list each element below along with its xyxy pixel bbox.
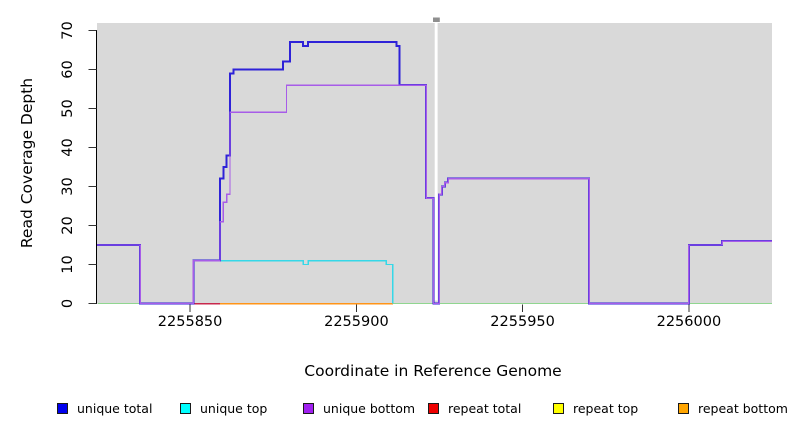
x-tick-label: 2256000	[657, 314, 722, 330]
y-tick-label: 30	[60, 177, 76, 195]
x-tick-label: 2255950	[490, 314, 555, 330]
legend-swatch	[303, 402, 314, 414]
legend-label: unique top	[200, 400, 268, 416]
legend-swatch	[180, 402, 191, 414]
legend-label: unique total	[77, 400, 153, 416]
legend-item-repeat-top: repeat top	[553, 399, 638, 417]
legend-label: repeat total	[448, 400, 522, 416]
legend-item-unique-total: unique total	[57, 399, 152, 417]
series-line-unique-top	[192, 259, 394, 304]
legend-label: repeat bottom	[698, 400, 788, 416]
y-tick-label: 40	[60, 138, 76, 156]
y-tick-label: 0	[60, 299, 76, 308]
legend-swatch	[57, 402, 68, 414]
legend-item-unique-top: unique top	[180, 399, 267, 417]
legend-item-repeat-bottom: repeat bottom	[678, 399, 788, 417]
chart-legend: unique total unique top unique bottom repea…	[0, 399, 792, 421]
gap-band	[434, 22, 438, 301]
axis-break-marker	[433, 17, 440, 22]
legend-swatch	[678, 402, 689, 414]
y-tick-label: 10	[60, 255, 76, 273]
legend-swatch	[553, 402, 564, 414]
y-tick-label: 60	[60, 60, 76, 78]
y-tick-label: 70	[60, 21, 76, 39]
series-line-unique-bottom	[97, 84, 772, 305]
x-tick-label: 2255900	[324, 314, 389, 330]
y-tick-label: 20	[60, 216, 76, 234]
x-axis-title: Coordinate in Reference Genome	[304, 362, 562, 380]
y-axis-title: Read Coverage Depth	[18, 77, 36, 249]
legend-label: repeat top	[573, 400, 639, 416]
legend-item-unique-bottom: unique bottom	[303, 399, 415, 417]
legend-item-repeat-total: repeat total	[428, 399, 521, 417]
legend-swatch	[428, 402, 439, 414]
y-tick-label: 50	[60, 99, 76, 117]
legend-label: unique bottom	[323, 400, 416, 416]
x-tick-label: 2255850	[158, 314, 223, 330]
